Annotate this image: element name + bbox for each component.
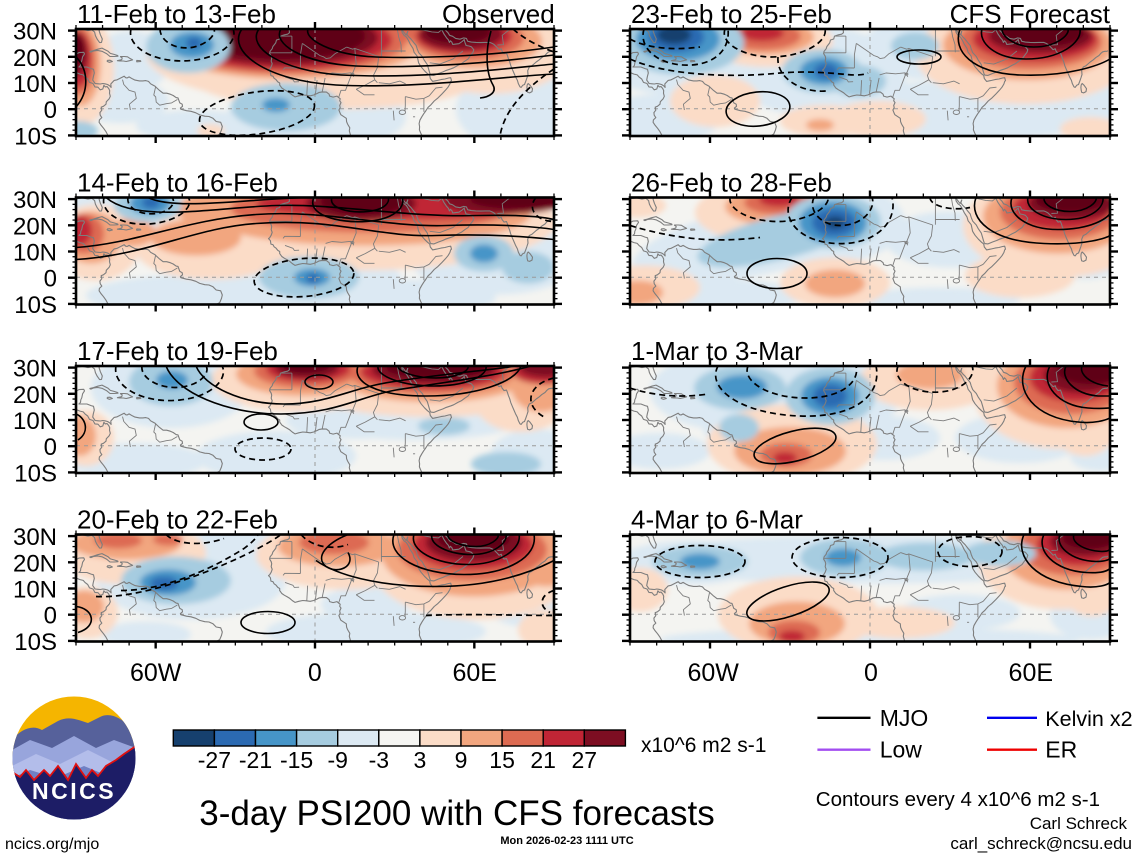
svg-text:Low: Low xyxy=(880,737,923,763)
svg-text:-27: -27 xyxy=(198,747,231,773)
svg-text:10N: 10N xyxy=(13,240,57,267)
svg-text:20N: 20N xyxy=(13,550,57,577)
svg-text:15: 15 xyxy=(489,747,515,773)
svg-text:20N: 20N xyxy=(13,45,57,72)
svg-text:1-Mar to 3-Mar: 1-Mar to 3-Mar xyxy=(631,336,803,366)
svg-text:30N: 30N xyxy=(13,19,57,46)
svg-text:3: 3 xyxy=(414,747,427,773)
svg-text:carl_schreck@ncsu.edu: carl_schreck@ncsu.edu xyxy=(950,834,1132,853)
svg-text:23-Feb to 25-Feb: 23-Feb to 25-Feb xyxy=(631,0,832,29)
svg-text:30N: 30N xyxy=(13,524,57,551)
svg-text:-15: -15 xyxy=(280,747,313,773)
svg-text:60W: 60W xyxy=(130,659,182,687)
svg-text:0: 0 xyxy=(44,266,57,293)
svg-text:27: 27 xyxy=(572,747,598,773)
svg-text:CFS Forecast: CFS Forecast xyxy=(950,0,1111,29)
svg-text:10S: 10S xyxy=(14,629,57,656)
svg-text:x10^6 m2 s-1: x10^6 m2 s-1 xyxy=(641,734,766,757)
svg-text:Mon 2026-02-23 1111 UTC: Mon 2026-02-23 1111 UTC xyxy=(500,835,633,847)
svg-text:10N: 10N xyxy=(13,408,57,435)
svg-text:11-Feb to 13-Feb: 11-Feb to 13-Feb xyxy=(77,0,276,29)
svg-text:NCICS: NCICS xyxy=(32,778,116,804)
svg-text:60W: 60W xyxy=(687,659,739,687)
svg-text:10S: 10S xyxy=(14,460,57,487)
svg-text:30N: 30N xyxy=(13,187,57,214)
svg-text:21: 21 xyxy=(530,747,556,773)
svg-text:-3: -3 xyxy=(369,747,389,773)
svg-text:10N: 10N xyxy=(13,71,57,98)
svg-text:Observed: Observed xyxy=(442,0,555,29)
svg-text:20N: 20N xyxy=(13,382,57,409)
svg-text:30N: 30N xyxy=(13,356,57,383)
svg-text:17-Feb to 19-Feb: 17-Feb to 19-Feb xyxy=(77,336,278,366)
svg-text:0: 0 xyxy=(44,434,57,461)
svg-text:10S: 10S xyxy=(14,292,57,319)
svg-text:Contours every 4 x10^6 m2 s-1: Contours every 4 x10^6 m2 s-1 xyxy=(816,788,1100,811)
svg-text:60E: 60E xyxy=(452,659,496,687)
svg-text:0: 0 xyxy=(308,659,322,687)
svg-text:4-Mar to 6-Mar: 4-Mar to 6-Mar xyxy=(631,505,803,535)
svg-text:-21: -21 xyxy=(239,747,272,773)
svg-text:9: 9 xyxy=(455,747,468,773)
svg-text:10S: 10S xyxy=(14,123,57,150)
svg-text:Carl Schreck: Carl Schreck xyxy=(1030,814,1128,833)
svg-text:14-Feb to 16-Feb: 14-Feb to 16-Feb xyxy=(77,168,278,198)
svg-text:20N: 20N xyxy=(13,213,57,240)
svg-text:0: 0 xyxy=(44,603,57,630)
svg-text:0: 0 xyxy=(44,97,57,124)
svg-text:-9: -9 xyxy=(327,747,347,773)
svg-text:26-Feb to 28-Feb: 26-Feb to 28-Feb xyxy=(631,168,832,198)
svg-text:20-Feb to 22-Feb: 20-Feb to 22-Feb xyxy=(77,505,278,535)
svg-text:0: 0 xyxy=(864,659,878,687)
svg-text:ER: ER xyxy=(1045,737,1077,763)
svg-text:Kelvin x2: Kelvin x2 xyxy=(1045,707,1132,731)
svg-text:ncics.org/mjo: ncics.org/mjo xyxy=(5,836,99,853)
svg-text:3-day PSI200 with CFS forecast: 3-day PSI200 with CFS forecasts xyxy=(199,794,715,833)
svg-text:10N: 10N xyxy=(13,577,57,604)
svg-text:60E: 60E xyxy=(1009,659,1053,687)
svg-text:MJO: MJO xyxy=(880,705,929,731)
